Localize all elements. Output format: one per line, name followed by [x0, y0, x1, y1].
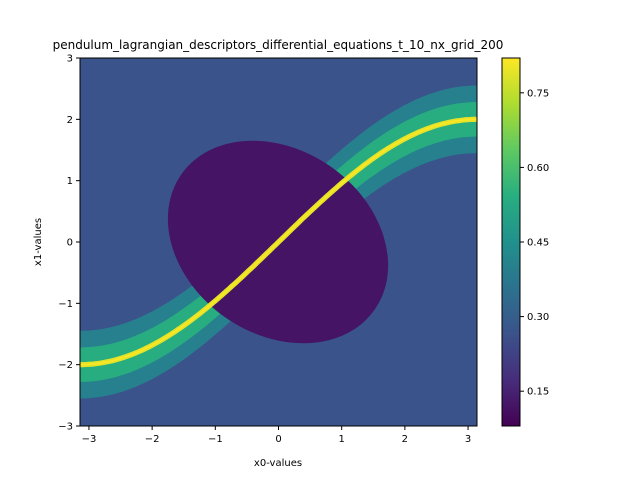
x-tick-label: −3: [82, 434, 97, 445]
x-tick-label: 3: [465, 434, 471, 445]
x-tick-label: 1: [338, 434, 344, 445]
x-tick-label: −1: [208, 434, 223, 445]
x-tick-label: −2: [145, 434, 160, 445]
y-tick-label: 0: [67, 238, 73, 249]
y-axis: −3 −2 −1 0 1 2 3: [58, 54, 80, 433]
x-tick-label: 2: [402, 434, 408, 445]
chart-title: pendulum_lagrangian_descriptors_differen…: [53, 38, 504, 52]
y-tick-label: 2: [67, 115, 73, 126]
y-tick-label: 3: [67, 54, 73, 65]
y-tick-label: −3: [58, 422, 73, 433]
separatrix-ridge-core-lower: [80, 118, 477, 366]
x-axis-label: x0-values: [254, 458, 302, 469]
y-tick-label: −1: [58, 299, 73, 310]
plot-area: [80, 58, 477, 426]
colorbar-ticks: 0.15 0.30 0.45 0.60 0.75: [520, 88, 549, 398]
colorbar-tick-label: 0.75: [527, 88, 549, 99]
colorbar-tick-label: 0.45: [527, 238, 549, 249]
colorbar: [501, 57, 521, 427]
y-axis-label: x1-values: [33, 218, 44, 266]
colorbar-tick-label: 0.30: [527, 312, 549, 323]
x-axis: −3 −2 −1 0 1 2 3: [82, 426, 471, 445]
x-tick-label: 0: [275, 434, 281, 445]
colorbar-tick-label: 0.60: [527, 163, 549, 174]
y-tick-label: −2: [58, 360, 73, 371]
y-tick-label: 1: [67, 176, 73, 187]
colorbar-tick-label: 0.15: [527, 387, 549, 398]
